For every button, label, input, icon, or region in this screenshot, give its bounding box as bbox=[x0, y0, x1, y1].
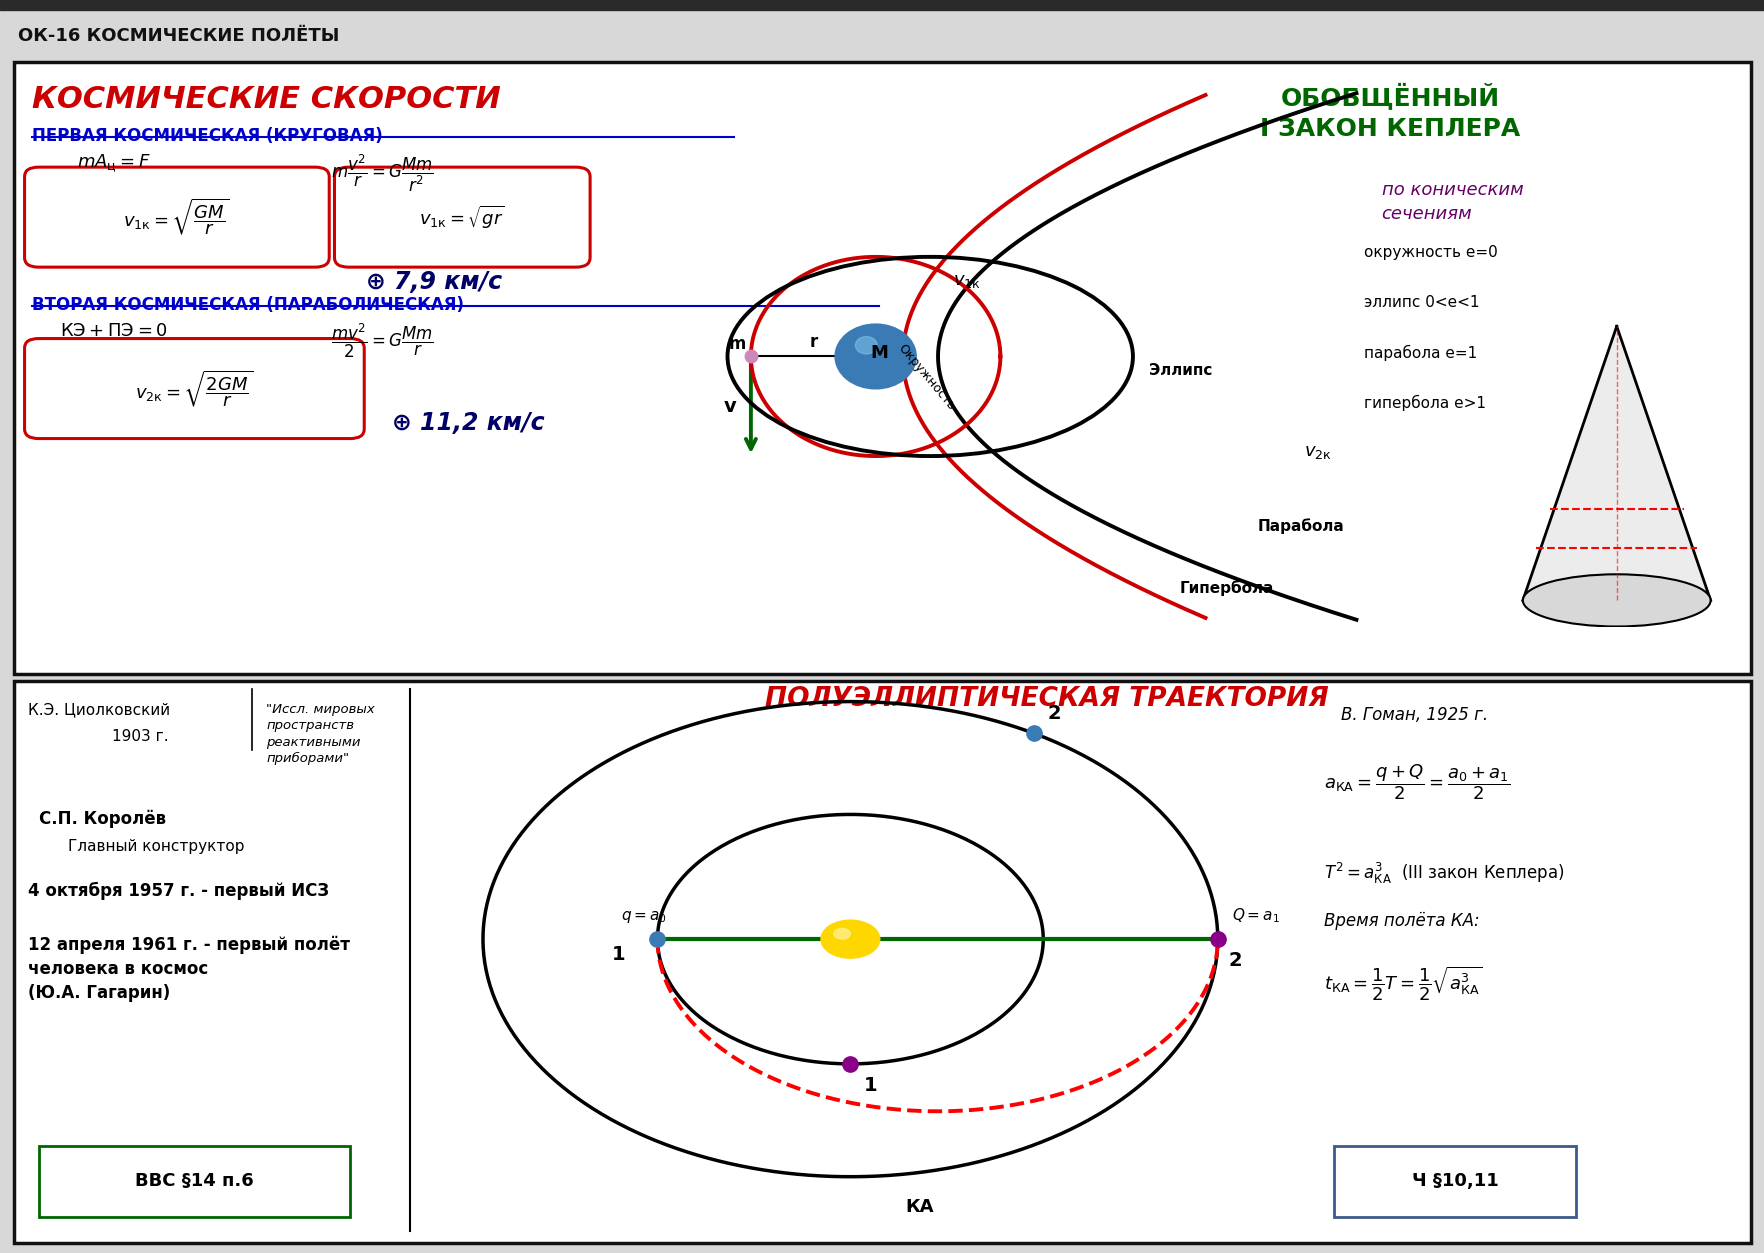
Text: $\text{КЭ}+\text{ПЭ}=0$: $\text{КЭ}+\text{ПЭ}=0$ bbox=[60, 322, 168, 340]
Text: "Иссл. мировых
пространств
реактивными
приборами": "Иссл. мировых пространств реактивными п… bbox=[266, 703, 374, 766]
Circle shape bbox=[856, 337, 877, 353]
Text: ПОЛУЭЛЛИПТИЧЕСКАЯ ТРАЕКТОРИЯ: ПОЛУЭЛЛИПТИЧЕСКАЯ ТРАЕКТОРИЯ bbox=[766, 687, 1328, 712]
Text: С.П. Королёв: С.П. Королёв bbox=[39, 809, 166, 828]
Text: эллипс 0<e<1: эллипс 0<e<1 bbox=[1364, 294, 1478, 309]
Circle shape bbox=[833, 928, 850, 940]
Polygon shape bbox=[1522, 326, 1709, 600]
Text: Ч §10,11: Ч §10,11 bbox=[1411, 1173, 1498, 1190]
Text: $T^2=a^3_{\text{КА}}$  (III закон Кеплера): $T^2=a^3_{\text{КА}}$ (III закон Кеплера… bbox=[1323, 861, 1563, 886]
Text: К.Э. Циолковский: К.Э. Циолковский bbox=[28, 703, 169, 718]
Text: $v_{1\text{к}}$: $v_{1\text{к}}$ bbox=[953, 272, 981, 289]
Text: $\dfrac{mv^2}{2}=G\dfrac{Mm}{r}$: $\dfrac{mv^2}{2}=G\dfrac{Mm}{r}$ bbox=[332, 322, 434, 360]
Text: ⊕ 11,2 км/с: ⊕ 11,2 км/с bbox=[392, 411, 545, 435]
Text: ОК-16 КОСМИЧЕСКИЕ ПОЛЁТЫ: ОК-16 КОСМИЧЕСКИЕ ПОЛЁТЫ bbox=[18, 26, 339, 45]
Circle shape bbox=[820, 920, 878, 959]
Text: $q=a_0$: $q=a_0$ bbox=[621, 910, 667, 925]
Text: Парабола: Парабола bbox=[1258, 517, 1344, 534]
Text: 2: 2 bbox=[1228, 951, 1242, 970]
Text: 1903 г.: 1903 г. bbox=[113, 729, 169, 744]
FancyBboxPatch shape bbox=[14, 682, 1750, 1243]
Text: $v_{1\text{к}}=\sqrt{gr}$: $v_{1\text{к}}=\sqrt{gr}$ bbox=[420, 203, 505, 231]
Text: ОБОБЩЁННЫЙ
I ЗАКОН КЕПЛЕРА: ОБОБЩЁННЫЙ I ЗАКОН КЕПЛЕРА bbox=[1259, 84, 1519, 140]
Text: ПЕРВАЯ КОСМИЧЕСКАЯ (КРУГОВАЯ): ПЕРВАЯ КОСМИЧЕСКАЯ (КРУГОВАЯ) bbox=[32, 127, 383, 144]
Text: Эллипс: Эллипс bbox=[1148, 363, 1212, 378]
Text: $Q=a_1$: $Q=a_1$ bbox=[1231, 906, 1279, 925]
Text: КОСМИЧЕСКИЕ СКОРОСТИ: КОСМИЧЕСКИЕ СКОРОСТИ bbox=[32, 85, 499, 114]
FancyBboxPatch shape bbox=[335, 167, 589, 267]
FancyBboxPatch shape bbox=[14, 63, 1750, 674]
Text: Гипербола: Гипербола bbox=[1178, 580, 1274, 596]
Text: r: r bbox=[810, 333, 817, 351]
FancyBboxPatch shape bbox=[25, 167, 330, 267]
Text: v: v bbox=[723, 397, 736, 416]
Text: $a_{\text{КА}}=\dfrac{q+Q}{2}=\dfrac{a_0+a_1}{2}$: $a_{\text{КА}}=\dfrac{q+Q}{2}=\dfrac{a_0… bbox=[1323, 762, 1510, 802]
FancyBboxPatch shape bbox=[39, 1145, 349, 1217]
Text: по коническим
сечениям: по коническим сечениям bbox=[1381, 182, 1522, 223]
Text: 4 октября 1957 г. - первый ИСЗ: 4 октября 1957 г. - первый ИСЗ bbox=[28, 881, 330, 900]
Text: ВТОРАЯ КОСМИЧЕСКАЯ (ПАРАБОЛИЧЕСКАЯ): ВТОРАЯ КОСМИЧЕСКАЯ (ПАРАБОЛИЧЕСКАЯ) bbox=[32, 296, 464, 313]
Text: ⊕ 7,9 км/с: ⊕ 7,9 км/с bbox=[365, 269, 501, 293]
Text: Время полёта КА:: Время полёта КА: bbox=[1323, 912, 1478, 931]
Text: 1: 1 bbox=[610, 945, 624, 964]
FancyBboxPatch shape bbox=[25, 338, 363, 439]
Text: В. Гоман, 1925 г.: В. Гоман, 1925 г. bbox=[1341, 707, 1487, 724]
Text: парабола e=1: парабола e=1 bbox=[1364, 345, 1476, 361]
Text: 1: 1 bbox=[864, 1075, 877, 1095]
FancyBboxPatch shape bbox=[1334, 1145, 1575, 1217]
Text: $mA_{\mathsf{ц}}=F$: $mA_{\mathsf{ц}}=F$ bbox=[78, 153, 150, 174]
Text: $v_{2\text{к}}$: $v_{2\text{к}}$ bbox=[1304, 444, 1332, 461]
Text: $t_{\text{КА}}=\dfrac{1}{2}T=\dfrac{1}{2}\sqrt{a^3_{\text{КА}}}$: $t_{\text{КА}}=\dfrac{1}{2}T=\dfrac{1}{2… bbox=[1323, 965, 1482, 1002]
Text: $v_{2\text{к}}=\sqrt{\dfrac{2GM}{r}}$: $v_{2\text{к}}=\sqrt{\dfrac{2GM}{r}}$ bbox=[136, 368, 254, 408]
Text: m: m bbox=[729, 335, 746, 353]
Text: окружность e=0: окружность e=0 bbox=[1364, 244, 1498, 259]
Text: КА: КА bbox=[905, 1198, 933, 1217]
Text: 2: 2 bbox=[1048, 704, 1060, 723]
Text: $v_{1\text{к}}=\sqrt{\dfrac{GM}{r}}$: $v_{1\text{к}}=\sqrt{\dfrac{GM}{r}}$ bbox=[123, 197, 231, 237]
Text: 12 апреля 1961 г. - первый полёт
человека в космос
(Ю.А. Гагарин): 12 апреля 1961 г. - первый полёт человек… bbox=[28, 936, 349, 1001]
Text: Главный конструктор: Главный конструктор bbox=[69, 838, 245, 853]
Bar bbox=[0, 0, 1764, 10]
Text: $m\dfrac{v^2}{r}=G\dfrac{Mm}{r^2}$: $m\dfrac{v^2}{r}=G\dfrac{Mm}{r^2}$ bbox=[332, 153, 434, 194]
Text: M: M bbox=[870, 345, 887, 362]
Circle shape bbox=[834, 325, 916, 388]
Text: ВВС §14 п.6: ВВС §14 п.6 bbox=[136, 1173, 254, 1190]
Text: Окружность: Окружность bbox=[894, 341, 958, 412]
Ellipse shape bbox=[1522, 574, 1709, 626]
Text: гипербола e>1: гипербола e>1 bbox=[1364, 395, 1485, 411]
